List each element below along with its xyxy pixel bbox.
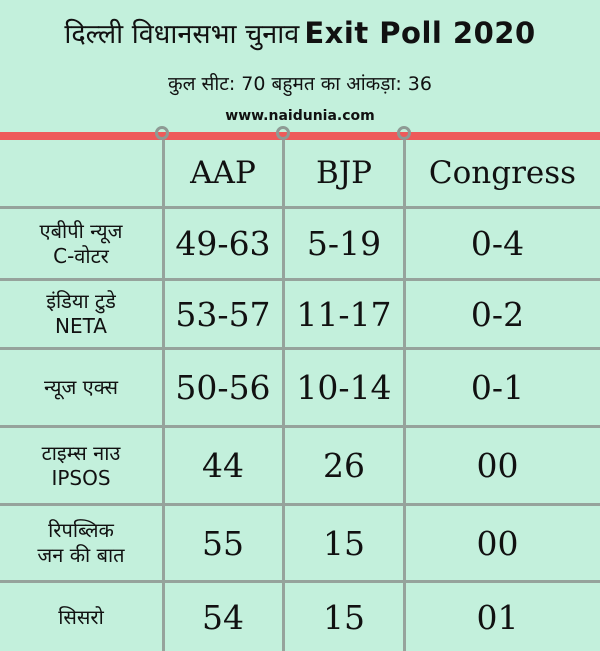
grid-line bbox=[0, 580, 600, 583]
aap-value: 50-56 bbox=[175, 368, 271, 407]
bjp-value: 15 bbox=[323, 523, 365, 563]
congress-value: 00 bbox=[476, 446, 519, 485]
binder-ring-icon bbox=[155, 126, 169, 140]
title-hindi: दिल्ली विधानसभा चुनाव bbox=[64, 19, 300, 50]
binder-ring-icon bbox=[397, 126, 411, 140]
aap-value: 55 bbox=[202, 523, 244, 563]
grid-line bbox=[0, 503, 600, 506]
aap-value: 53-57 bbox=[175, 294, 271, 334]
bjp-value: 26 bbox=[323, 446, 365, 485]
header: दिल्ली विधानसभा चुनाव Exit Poll 2020 कुल… bbox=[0, 0, 600, 132]
exit-poll-table: AAP BJP Congress एबीपी न्यूज C-वोटर 49-6… bbox=[0, 140, 600, 651]
congress-value: 0-1 bbox=[470, 368, 525, 407]
aap-value: 44 bbox=[202, 446, 244, 485]
pollster-label: न्यूज एक्स bbox=[43, 375, 119, 399]
title-english: Exit Poll 2020 bbox=[304, 16, 536, 50]
congress-value: 0-2 bbox=[470, 294, 525, 334]
congress-value: 01 bbox=[476, 597, 519, 637]
pollster-label: रिपब्लिक जन की बात bbox=[37, 518, 125, 567]
grid-line bbox=[403, 140, 406, 651]
accent-bar bbox=[0, 132, 600, 140]
column-header-aap: AAP bbox=[190, 155, 256, 191]
pollster-label: सिसरो bbox=[58, 604, 104, 629]
column-header-bjp: BJP bbox=[315, 155, 373, 191]
pollster-label: टाइम्स नाउ IPSOS bbox=[41, 440, 121, 490]
grid-line bbox=[0, 425, 600, 428]
column-header-congress: Congress bbox=[428, 155, 577, 191]
congress-value: 00 bbox=[476, 523, 519, 563]
grid-line bbox=[282, 140, 285, 651]
binder-ring-icon bbox=[276, 126, 290, 140]
page-title: दिल्ली विधानसभा चुनाव Exit Poll 2020 bbox=[0, 14, 600, 51]
bjp-value: 5-19 bbox=[306, 224, 382, 263]
source-url: www.naidunia.com bbox=[225, 108, 375, 124]
bjp-value: 11-17 bbox=[296, 294, 392, 334]
aap-value: 54 bbox=[202, 597, 244, 637]
congress-value: 0-4 bbox=[470, 224, 525, 263]
aap-value: 49-63 bbox=[175, 224, 271, 263]
seat-info: कुल सीट: 70 बहुमत का आंकड़ा: 36 bbox=[168, 73, 432, 95]
pollster-label: इंडिया टुडे NETA bbox=[46, 289, 116, 338]
grid-line bbox=[0, 206, 600, 209]
bjp-value: 15 bbox=[323, 597, 365, 637]
grid-line bbox=[0, 278, 600, 281]
grid-line bbox=[162, 140, 165, 651]
grid-line bbox=[0, 347, 600, 350]
pollster-label: एबीपी न्यूज C-वोटर bbox=[39, 218, 123, 268]
bjp-value: 10-14 bbox=[296, 368, 392, 407]
